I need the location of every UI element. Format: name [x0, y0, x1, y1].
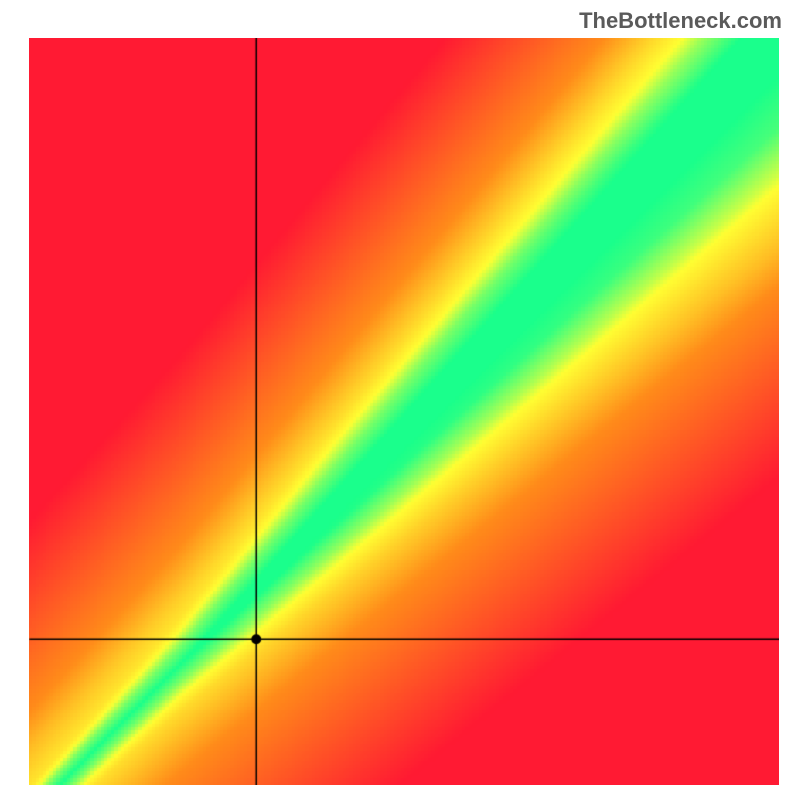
chart-container: TheBottleneck.com: [0, 0, 800, 800]
watermark-text: TheBottleneck.com: [579, 8, 782, 34]
heatmap-canvas: [29, 38, 779, 785]
heatmap-plot: [29, 38, 779, 785]
